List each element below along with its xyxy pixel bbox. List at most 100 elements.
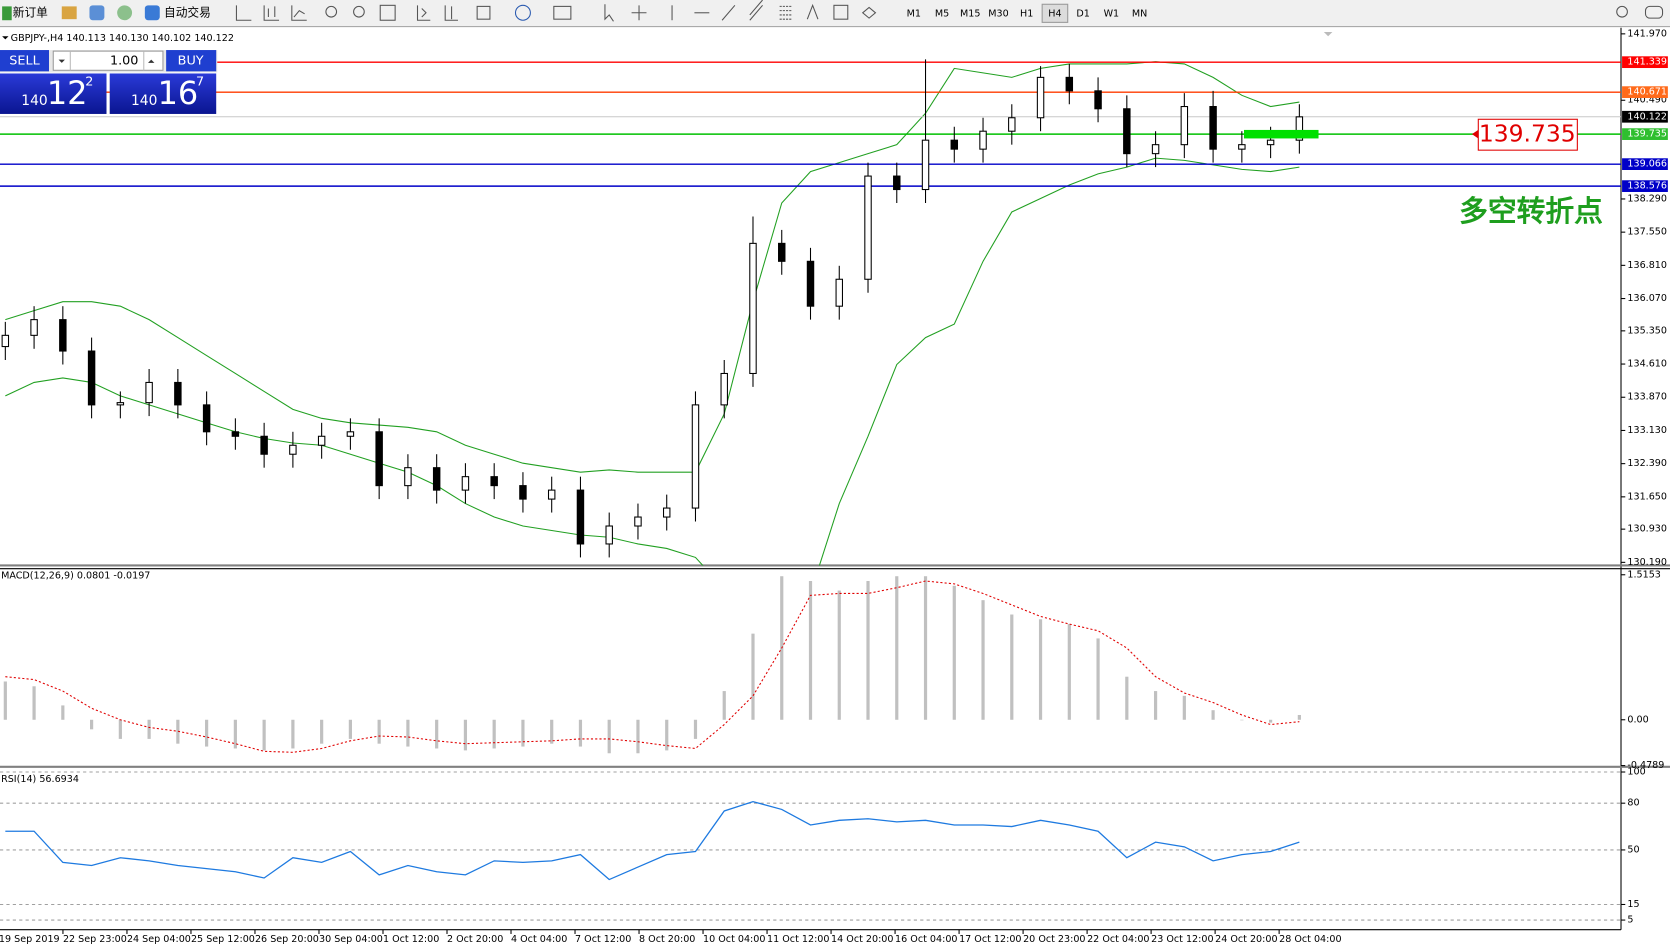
ask-box[interactable] <box>109 73 217 114</box>
annotation-box <box>1477 118 1578 151</box>
macd-bar <box>1297 714 1301 720</box>
toolbar-tools <box>235 0 1664 22</box>
macd-bar <box>233 719 237 749</box>
timeframe-button[interactable]: MN <box>1132 8 1147 19</box>
timeframe-button[interactable]: M5 <box>935 8 949 19</box>
tool-icon[interactable] <box>779 5 793 20</box>
tool-icon[interactable] <box>721 4 736 21</box>
macd-bar <box>291 719 295 749</box>
tool-icon[interactable] <box>749 0 763 21</box>
tool-icon[interactable] <box>291 5 307 21</box>
tool-icon[interactable] <box>444 5 458 21</box>
candle-body <box>749 242 757 375</box>
macd-bar <box>952 585 956 720</box>
macd-bar <box>1010 614 1014 720</box>
macd-bar <box>89 719 94 730</box>
y-tick-label: 135.350 <box>1627 325 1667 336</box>
lot-up[interactable] <box>148 59 155 63</box>
tool-icon[interactable] <box>379 4 396 21</box>
candle-body <box>806 260 815 307</box>
level-tag-label: 140.122 <box>1627 111 1667 122</box>
timeframe-button[interactable]: H4 <box>1048 8 1061 19</box>
y-tick-label: 80 <box>1627 798 1639 809</box>
tool-icon[interactable] <box>235 5 252 21</box>
tool-icon[interactable] <box>325 5 338 18</box>
candle-body <box>979 130 987 150</box>
macd-bar <box>1240 719 1244 721</box>
buy-button[interactable] <box>166 50 217 72</box>
timeframe-button[interactable]: M1 <box>907 8 921 19</box>
macd-bar <box>348 719 352 739</box>
tool-icon[interactable] <box>806 3 819 20</box>
macd-bar <box>751 633 755 720</box>
auto-trading-button[interactable]: 自动交易 <box>144 5 211 21</box>
macd-bar <box>320 719 324 744</box>
candle-body <box>490 476 498 487</box>
y-tick-label: 100 <box>1627 767 1645 778</box>
tool-icon[interactable] <box>553 5 572 20</box>
tool-icon[interactable] <box>416 5 431 21</box>
candle-body <box>1295 116 1304 141</box>
lot-field[interactable] <box>52 50 164 71</box>
toolbar-icon[interactable] <box>117 5 133 21</box>
y-tick-label: 136.070 <box>1627 293 1667 304</box>
timeframe-button[interactable]: D1 <box>1076 8 1089 19</box>
macd-bar <box>3 681 7 720</box>
sell-button[interactable] <box>0 50 49 72</box>
macd-bar <box>923 576 928 720</box>
candle-body <box>87 350 96 406</box>
new-order-text: 新订单 <box>13 5 48 19</box>
candle-body <box>720 372 728 406</box>
toolbar-icon[interactable] <box>61 6 77 20</box>
macd-bar <box>636 719 640 754</box>
time-label: 24 Sep 04:00 <box>127 934 191 945</box>
search-icon[interactable] <box>1616 5 1628 18</box>
timeframe-button[interactable]: M30 <box>988 8 1008 19</box>
macd-bar <box>1125 676 1129 720</box>
timeframe-button[interactable]: W1 <box>1104 8 1120 19</box>
macd-bar <box>1153 691 1158 720</box>
new-order-button[interactable]: 新订单 <box>2 5 48 21</box>
y-tick-label: 0.00 <box>1627 714 1648 725</box>
toolbar-icon[interactable] <box>89 5 105 21</box>
candle-body <box>662 507 671 518</box>
macd-bar <box>722 691 726 720</box>
lot-down[interactable] <box>58 59 65 63</box>
tool-icon[interactable] <box>833 4 849 20</box>
macd-bar <box>981 600 985 720</box>
sell-text: SELL <box>9 54 40 69</box>
tool-icon[interactable] <box>514 4 531 21</box>
candle-body <box>260 435 268 455</box>
bid-box[interactable] <box>0 73 107 114</box>
tool-icon[interactable] <box>263 5 280 21</box>
macd-bar <box>1038 619 1043 720</box>
macd-bar <box>1096 638 1100 720</box>
tool-icon[interactable] <box>631 5 647 21</box>
candle-body <box>116 402 125 406</box>
candle-body <box>289 444 297 455</box>
chat-icon[interactable] <box>1644 5 1664 19</box>
macd-bar <box>837 590 841 720</box>
y-tick-label: 140.490 <box>1627 95 1667 106</box>
candle-body <box>1123 108 1131 155</box>
annotation-text: 多空转折点 <box>1459 194 1603 228</box>
tool-icon[interactable] <box>353 5 365 18</box>
tool-icon[interactable] <box>604 4 614 22</box>
time-label: 7 Oct 12:00 <box>575 934 631 945</box>
timeframe-button[interactable]: M15 <box>960 8 980 19</box>
toolbar-bg <box>0 0 1670 27</box>
y-tick-label: 132.390 <box>1627 458 1667 469</box>
candle-body <box>317 435 326 446</box>
y-tick-label: 50 <box>1627 844 1639 855</box>
level-tag-label: 139.735 <box>1627 129 1667 140</box>
candle-body <box>202 404 211 433</box>
candle-body <box>1151 144 1160 155</box>
tool-icon[interactable] <box>476 5 491 20</box>
macd-bar <box>521 719 525 747</box>
price-panel <box>0 59 1622 566</box>
timeframe-button[interactable]: H1 <box>1020 8 1033 19</box>
tool-icon[interactable] <box>861 6 877 19</box>
time-label: 23 Oct 12:00 <box>1151 934 1213 945</box>
